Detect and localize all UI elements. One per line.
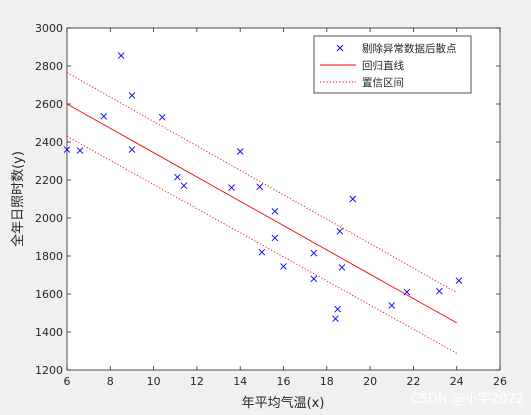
y-tick-label-0: 1200 bbox=[35, 364, 63, 377]
legend-box bbox=[313, 35, 472, 94]
data-point-15 bbox=[280, 263, 287, 270]
y-tick-label-9: 3000 bbox=[35, 22, 63, 35]
x-tick-label-10: 26 bbox=[493, 375, 507, 388]
data-point-26 bbox=[455, 277, 463, 285]
data-point-4 bbox=[128, 92, 136, 99]
data-point-10 bbox=[236, 148, 244, 155]
x-tick-label-2: 10 bbox=[147, 375, 161, 388]
points-layer bbox=[63, 52, 463, 323]
series-line-2 bbox=[66, 72, 457, 293]
y-tick-label-8: 2800 bbox=[35, 60, 63, 73]
data-point-2 bbox=[100, 113, 108, 120]
watermark: CSDN @小宇2022 bbox=[411, 392, 524, 407]
y-tick-label-3: 1800 bbox=[35, 250, 63, 263]
x-tick-label-9: 24 bbox=[450, 375, 464, 388]
x-tick-label-4: 14 bbox=[233, 375, 247, 388]
y-tick-label-4: 2000 bbox=[35, 212, 63, 225]
series-line-1 bbox=[66, 103, 457, 324]
x-tick-label-1: 8 bbox=[107, 375, 114, 388]
data-point-8 bbox=[180, 182, 188, 190]
data-point-12 bbox=[258, 248, 266, 256]
y-tick-label-1: 1400 bbox=[35, 326, 63, 339]
legend-label-1: 回归直线 bbox=[362, 59, 404, 72]
data-point-19 bbox=[334, 305, 341, 313]
data-point-6 bbox=[158, 113, 166, 121]
y-tick-label-5: 2200 bbox=[35, 174, 63, 187]
legend-label-0: 剔除异常数据后散点 bbox=[362, 42, 457, 55]
data-point-14 bbox=[271, 208, 279, 215]
data-point-3 bbox=[117, 52, 125, 59]
data-point-1 bbox=[76, 147, 84, 154]
series-line-3 bbox=[66, 135, 457, 354]
data-point-17 bbox=[310, 249, 318, 257]
y-tick-label-6: 2400 bbox=[35, 136, 63, 149]
x-tick-label-5: 16 bbox=[277, 375, 291, 388]
data-point-7 bbox=[174, 173, 181, 181]
y-axis-label: 全年日照时数(y) bbox=[10, 151, 26, 247]
data-point-18 bbox=[332, 315, 339, 323]
data-point-11 bbox=[256, 183, 264, 190]
data-point-9 bbox=[228, 184, 235, 191]
x-tick-label-7: 20 bbox=[363, 375, 377, 388]
data-point-21 bbox=[338, 264, 346, 271]
data-point-25 bbox=[436, 287, 443, 295]
x-tick-label-3: 12 bbox=[190, 375, 204, 388]
x-tick-label-0: 6 bbox=[64, 375, 71, 388]
data-point-23 bbox=[388, 302, 396, 309]
data-point-20 bbox=[336, 227, 344, 235]
ticks-layer: 6 8 10 12 14 16 18 20 22 24 26 1200 1400 1600 1800 2000… bbox=[35, 22, 507, 388]
data-point-24 bbox=[403, 288, 411, 296]
x-axis-label: 年平均气温(x) bbox=[242, 395, 325, 411]
y-tick-label-7: 2600 bbox=[35, 98, 63, 111]
x-tick-label-8: 22 bbox=[406, 375, 420, 388]
y-tick-label-2: 1600 bbox=[35, 288, 63, 301]
legend-marker-0 bbox=[336, 44, 344, 52]
data-point-13 bbox=[271, 234, 279, 242]
lines-layer bbox=[66, 72, 457, 354]
legend-label-2: 置信区间 bbox=[362, 76, 404, 89]
data-point-0 bbox=[63, 146, 71, 153]
data-point-22 bbox=[349, 195, 357, 203]
x-tick-label-6: 18 bbox=[320, 375, 334, 388]
data-point-5 bbox=[128, 146, 136, 153]
data-point-16 bbox=[310, 275, 318, 283]
